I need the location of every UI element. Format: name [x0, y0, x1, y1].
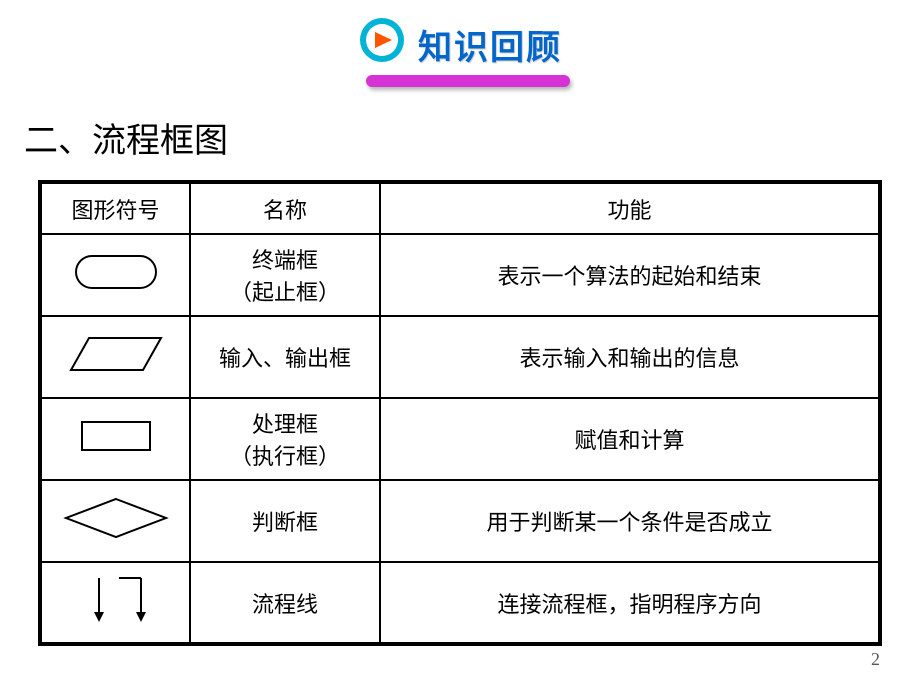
- col-header-name: 名称: [190, 182, 380, 234]
- header-content: 知识回顾: [358, 18, 562, 87]
- flowchart-symbols-table: 图形符号 名称 功能 终端框 （起止框） 表示一个算法的起始和结束: [38, 180, 882, 646]
- flowline-shape: [40, 562, 190, 644]
- terminal-shape: [40, 234, 190, 316]
- decision-shape: [40, 480, 190, 562]
- function-cell: 表示一个算法的起始和结束: [380, 234, 880, 316]
- name-line: （执行框）: [197, 439, 373, 471]
- table-row: 流程线 连接流程框，指明程序方向: [40, 562, 880, 644]
- function-cell: 表示输入和输出的信息: [380, 316, 880, 398]
- name-line: 流程线: [197, 587, 373, 619]
- table-header-row: 图形符号 名称 功能: [40, 182, 880, 234]
- function-cell: 赋值和计算: [380, 398, 880, 480]
- page-title: 知识回顾: [418, 20, 562, 69]
- function-cell: 用于判断某一个条件是否成立: [380, 480, 880, 562]
- table-row: 处理框 （执行框） 赋值和计算: [40, 398, 880, 480]
- name-line: 终端框: [197, 243, 373, 275]
- table-row: 判断框 用于判断某一个条件是否成立: [40, 480, 880, 562]
- header: 知识回顾: [0, 0, 920, 87]
- name-cell: 处理框 （执行框）: [190, 398, 380, 480]
- name-cell: 终端框 （起止框）: [190, 234, 380, 316]
- name-line: （起止框）: [197, 275, 373, 307]
- name-line: 判断框: [197, 505, 373, 537]
- name-line: 输入、输出框: [197, 341, 373, 373]
- function-cell: 连接流程框，指明程序方向: [380, 562, 880, 644]
- page-number: 2: [871, 649, 880, 670]
- name-cell: 输入、输出框: [190, 316, 380, 398]
- table-row: 终端框 （起止框） 表示一个算法的起始和结束: [40, 234, 880, 316]
- io-shape: [40, 316, 190, 398]
- name-cell: 流程线: [190, 562, 380, 644]
- col-header-symbol: 图形符号: [40, 182, 190, 234]
- arrow-right-circle-icon: [358, 16, 406, 69]
- table-row: 输入、输出框 表示输入和输出的信息: [40, 316, 880, 398]
- title-underline: [366, 75, 570, 87]
- name-cell: 判断框: [190, 480, 380, 562]
- section-title: 二、流程框图: [24, 113, 920, 162]
- name-line: 处理框: [197, 407, 373, 439]
- col-header-function: 功能: [380, 182, 880, 234]
- process-shape: [40, 398, 190, 480]
